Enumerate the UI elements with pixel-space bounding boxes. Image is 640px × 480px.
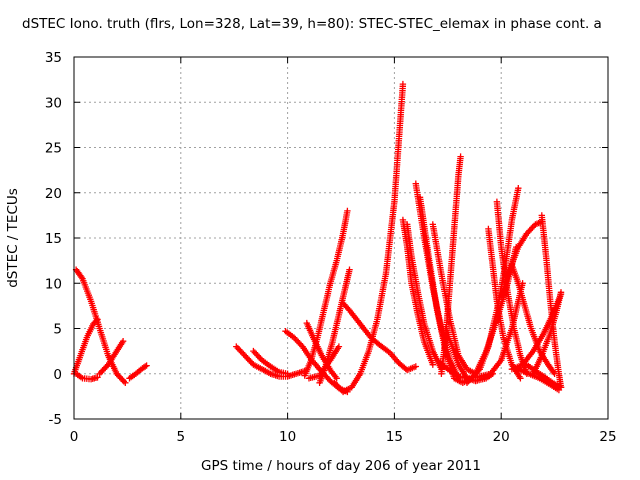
x-tick-label: 10 <box>279 429 296 445</box>
data-series <box>404 221 445 373</box>
point-markers <box>96 338 127 377</box>
data-series <box>96 338 127 377</box>
point-markers <box>331 80 407 396</box>
data-series <box>523 361 565 391</box>
chart-title: dSTEC Iono. truth (flrs, Lon=328, Lat=39… <box>22 16 602 32</box>
data-series <box>250 347 291 377</box>
y-tick-label: 0 <box>53 367 62 383</box>
data-points <box>70 80 565 396</box>
data-series <box>72 266 129 386</box>
data-series <box>498 218 545 300</box>
data-series <box>233 343 308 380</box>
data-series <box>305 343 343 382</box>
y-tick-label: 20 <box>45 186 62 202</box>
x-axis-label: GPS time / hours of day 206 of year 2011 <box>201 458 481 474</box>
data-series <box>70 316 101 377</box>
point-markers <box>438 153 464 377</box>
point-markers <box>305 343 343 382</box>
point-markers <box>233 343 308 380</box>
point-markers <box>416 194 475 386</box>
plot-frame <box>73 56 609 420</box>
x-tick-label: 5 <box>177 429 186 445</box>
point-markers <box>530 289 565 377</box>
point-markers <box>404 221 445 373</box>
point-markers <box>72 370 101 383</box>
y-tick-label: 15 <box>45 231 62 247</box>
point-markers <box>498 218 545 300</box>
data-series <box>530 289 565 377</box>
point-markers <box>70 316 101 377</box>
point-markers <box>523 361 565 391</box>
y-axis-label: dSTEC / TECUs <box>5 188 21 288</box>
point-markers <box>72 266 129 386</box>
data-series <box>126 362 150 382</box>
x-tick-label: 20 <box>493 429 510 445</box>
x-tick-label: 15 <box>386 429 403 445</box>
data-series <box>331 80 407 396</box>
y-tick-label: 30 <box>45 95 62 111</box>
axis-ticks: 0 5 10 15 20 25 -5 0 5 10 15 20 25 30 35 <box>45 50 617 445</box>
data-series <box>416 194 475 386</box>
data-series <box>72 370 101 383</box>
y-tick-label: 5 <box>53 322 62 338</box>
y-tick-label: 25 <box>45 141 62 157</box>
y-tick-label: -5 <box>49 412 62 428</box>
y-tick-label: 10 <box>45 276 62 292</box>
x-tick-label: 25 <box>599 429 616 445</box>
point-markers <box>126 362 150 382</box>
data-series <box>438 153 464 377</box>
y-tick-label: 35 <box>45 50 62 66</box>
point-markers <box>250 347 291 377</box>
x-tick-label: 0 <box>70 429 79 445</box>
